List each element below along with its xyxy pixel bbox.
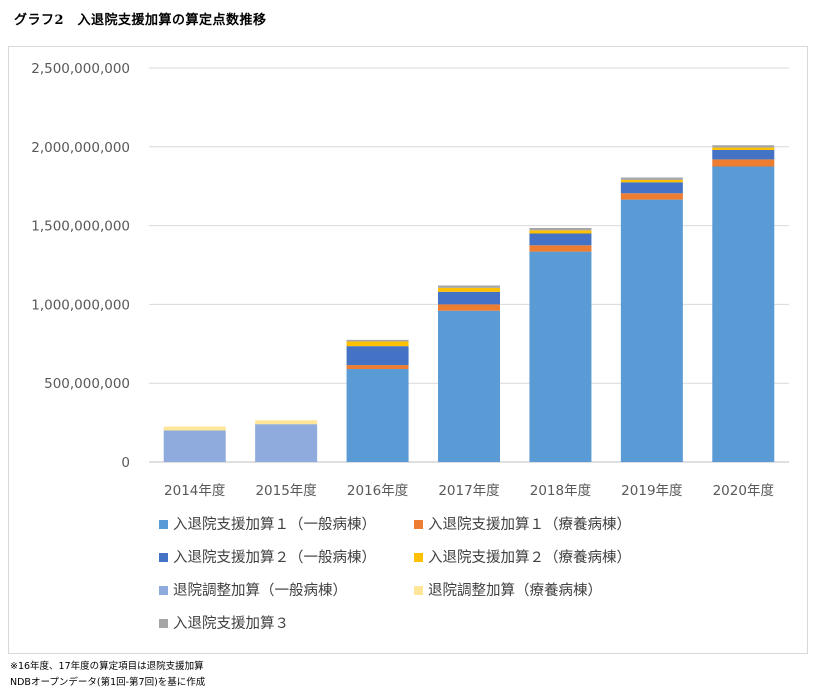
legend-label: 入退院支援加算２（療養病棟）: [428, 548, 631, 566]
y-tick-label: 2,000,000,000: [31, 140, 130, 156]
x-tick-label: 2020年度: [713, 483, 774, 499]
note-line: NDBオープンデータ(第1回-第7回)を基に作成: [10, 677, 206, 688]
bar-segment: [163, 430, 226, 462]
bar-segment: [255, 424, 318, 462]
bar-segment: [346, 341, 409, 347]
bar-segment: [163, 426, 226, 431]
y-tick-label: 2,500,000,000: [31, 61, 130, 77]
legend-swatch: [414, 553, 423, 562]
legend-label: 退院調整加算（一般病棟）: [173, 582, 347, 599]
bar-segment: [620, 182, 683, 194]
bar-segment: [529, 233, 592, 246]
legend-swatch: [414, 586, 423, 595]
x-tick-label: 2015年度: [255, 483, 316, 499]
bar-segment: [712, 147, 775, 150]
bar-segment: [438, 285, 500, 288]
legend-swatch: [159, 619, 168, 628]
x-tick-label: 2018年度: [530, 483, 591, 499]
y-tick-label: 1,000,000,000: [31, 297, 130, 313]
bar-segment: [620, 193, 683, 200]
y-tick-label: 0: [121, 455, 130, 471]
bar-segment: [620, 177, 683, 180]
legend-label: 入退院支援加算２（一般病棟）: [173, 549, 376, 566]
bar-segment: [438, 287, 500, 292]
bar-segment: [438, 291, 500, 305]
y-tick-label: 1,500,000,000: [31, 219, 130, 235]
legend-label: 退院調整加算（療養病棟）: [428, 581, 602, 599]
legend-swatch: [159, 553, 168, 562]
bar-segment: [438, 304, 500, 311]
page-title: グラフ2 入退院支援加算の算定点数推移: [14, 13, 267, 28]
legend-swatch: [159, 520, 168, 529]
bar-segment: [346, 346, 409, 366]
chart-frame: 0 500,000,000 1,000,000,000 1,500,000,000 2,…: [8, 46, 808, 654]
bar-segment: [346, 369, 409, 462]
x-tick-label: 2014年度: [164, 483, 225, 499]
bar-segment: [529, 227, 592, 231]
bar-segment: [529, 245, 592, 252]
x-tick-label: 2016年度: [347, 483, 408, 499]
legend-label: 入退院支援加算３: [173, 615, 289, 632]
bar-segment: [438, 310, 500, 462]
legend-label: 入退院支援加算１（一般病棟）: [173, 516, 376, 533]
bar-segment: [346, 339, 409, 342]
legend-swatch: [414, 520, 423, 529]
bar-segment: [346, 365, 409, 370]
bar-segment: [529, 230, 592, 234]
bar-segment: [620, 179, 683, 183]
notes: ※16年度、17年度の算定項目は退院支援加算 NDBオープンデータ(第1回-第7…: [10, 659, 205, 691]
x-tick-label: 2019年度: [621, 483, 682, 499]
bar-segment: [255, 420, 318, 425]
bar-segment: [712, 159, 775, 167]
y-tick-label: 500,000,000: [44, 376, 130, 392]
legend-label: 入退院支援加算１（療養病棟）: [428, 515, 631, 533]
bar-segment: [712, 149, 775, 160]
bar-segment: [529, 251, 592, 462]
x-tick-label: 2017年度: [438, 483, 499, 499]
note-line: ※16年度、17年度の算定項目は退院支援加算: [10, 661, 204, 672]
bar-segment: [712, 145, 775, 148]
bar-segment: [712, 166, 775, 462]
bar-segment: [620, 199, 683, 462]
stacked-bar-chart: 0 500,000,000 1,000,000,000 1,500,000,000 2,…: [31, 61, 789, 632]
legend-swatch: [159, 586, 168, 595]
